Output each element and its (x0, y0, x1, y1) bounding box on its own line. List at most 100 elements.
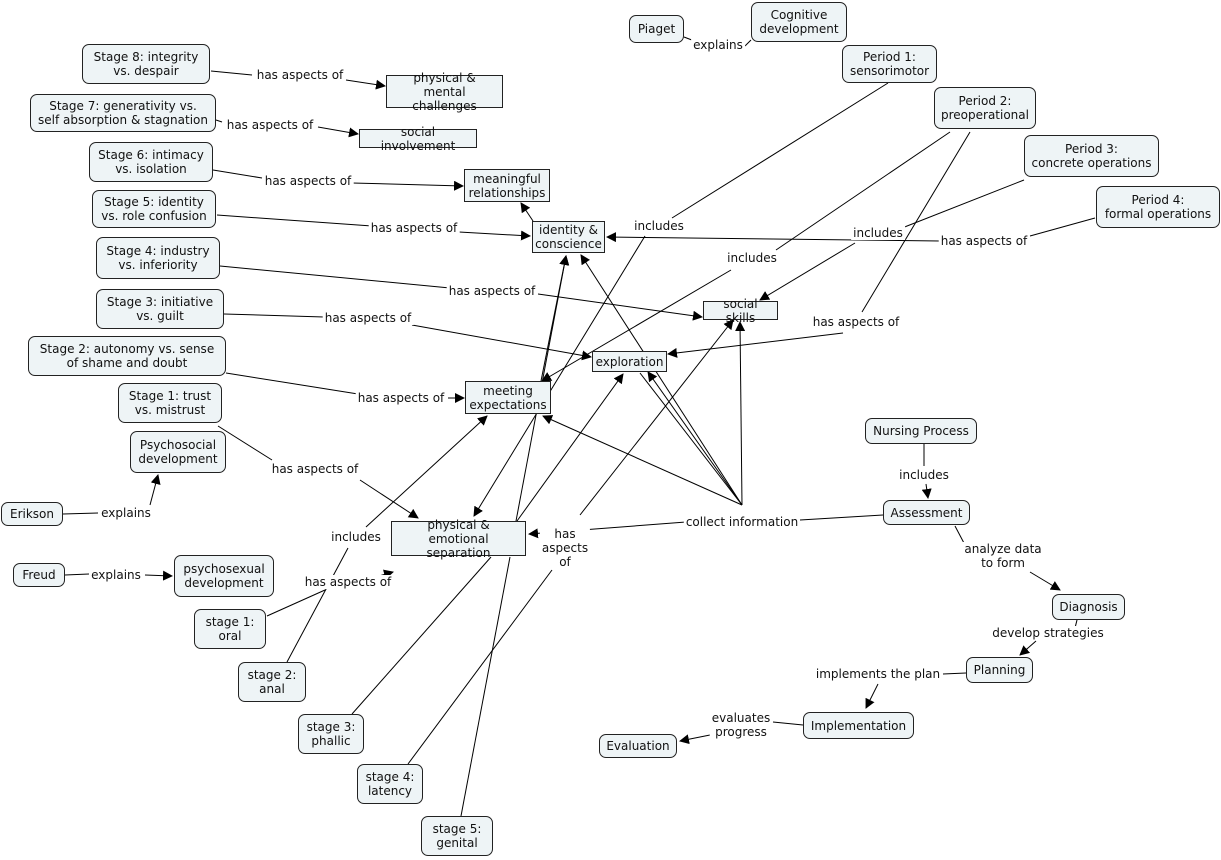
connection-arrow (317, 126, 359, 138)
concept-psychosexual[interactable]: psychosexual development (174, 555, 274, 597)
link-label-collect: collect information (683, 515, 801, 529)
concept-psychosocial[interactable]: Psychosocial development (130, 431, 226, 473)
connection-line (671, 82, 889, 219)
link-label-s7-has: has aspects of (224, 118, 316, 132)
link-label-p3-includes: includes (851, 226, 905, 240)
connection-arrow (473, 235, 646, 517)
connection-arrow (365, 415, 488, 528)
connection-arrow (345, 79, 386, 90)
link-label-so2-includes: includes (329, 530, 383, 544)
concept-diagnosis[interactable]: Diagnosis (1052, 594, 1125, 620)
concept-s7[interactable]: Stage 7: generativity vs. self absorptio… (30, 94, 216, 132)
connection-arrow (351, 180, 464, 191)
link-label-piaget-explains: explains (691, 38, 745, 52)
connection-arrow (1019, 640, 1037, 656)
concept-phys-emot[interactable]: physical & emotional separation (391, 518, 526, 560)
connection-arrow (579, 319, 734, 516)
connection-line (223, 313, 325, 318)
connection-arrow (537, 293, 703, 321)
connection-arrow (540, 255, 570, 382)
connection-line (954, 525, 966, 546)
connection-line (407, 569, 553, 765)
link-label-evaluates: evaluates progress (709, 711, 773, 739)
connection-arrow (606, 232, 941, 243)
link-label-develop: develop strategies (990, 626, 1106, 640)
concept-assessment[interactable]: Assessment (883, 500, 970, 525)
link-label-so4-has: has aspects of (539, 527, 591, 569)
connection-line (219, 265, 451, 289)
concept-social-inv[interactable]: social involvement (359, 125, 477, 153)
concept-meaningful[interactable]: meaningful relationships (464, 169, 550, 202)
concept-phys-mental[interactable]: physical & mental challenges (386, 71, 503, 113)
connection-arrow (667, 332, 844, 358)
link-label-analyze: analyze data to form (962, 542, 1044, 570)
link-label-s1-has: has aspects of (269, 462, 361, 476)
connection-line (772, 721, 804, 726)
concept-planning[interactable]: Planning (966, 657, 1033, 683)
link-label-s4-has: has aspects of (446, 284, 538, 298)
concept-s4[interactable]: Stage 4: industry vs. inferiority (96, 237, 220, 279)
connection-arrow (458, 230, 531, 241)
concept-s8[interactable]: Stage 8: integrity vs. despair (82, 44, 210, 84)
link-label-s6-has: has aspects of (262, 174, 354, 188)
link-label-p4-has: has aspects of (938, 234, 1030, 248)
concept-s1[interactable]: Stage 1: trust vs. mistrust (118, 383, 222, 423)
connection-line (901, 179, 1025, 229)
connection-line (1029, 217, 1096, 237)
connection-line (64, 573, 90, 576)
connection-arrow (647, 371, 743, 506)
concept-p3[interactable]: Period 3: concrete operations (1024, 135, 1159, 177)
connection-arrow (516, 373, 624, 522)
connection-arrow (580, 254, 743, 506)
concept-cognitive[interactable]: Cognitive development (751, 2, 847, 42)
concept-nursing[interactable]: Nursing Process (865, 418, 977, 444)
link-label-implements: implements the plan (813, 667, 943, 681)
link-label-erikson-explains: explains (99, 506, 153, 520)
concept-s5[interactable]: Stage 5: identity vs. role confusion (92, 190, 216, 228)
connection-arrow (1029, 571, 1061, 591)
concept-so3[interactable]: stage 3: phallic (298, 714, 364, 754)
link-label-s5-has: has aspects of (368, 221, 460, 235)
concept-p2[interactable]: Period 2: preoperational (934, 87, 1036, 129)
link-label-p2-has: has aspects of (810, 315, 902, 329)
connection-line (216, 214, 373, 227)
connection-arrow (520, 202, 534, 222)
connection-arrow (679, 734, 711, 745)
link-label-freud-explains: explains (89, 568, 143, 582)
connection-line (266, 589, 326, 617)
connection-line (217, 425, 273, 461)
concept-piaget[interactable]: Piaget (629, 15, 684, 43)
connection-arrow (411, 324, 592, 361)
concept-evaluation[interactable]: Evaluation (599, 734, 677, 758)
connection-line (62, 512, 99, 515)
connection-arrow (541, 269, 732, 382)
concept-s6[interactable]: Stage 6: intimacy vs. isolation (89, 142, 213, 182)
concept-erikson[interactable]: Erikson (1, 502, 63, 526)
concept-s2[interactable]: Stage 2: autonomy vs. sense of shame and… (28, 336, 226, 376)
connection-line (215, 119, 223, 123)
concept-p4[interactable]: Period 4: formal operations (1096, 186, 1220, 228)
connection-arrow (359, 479, 419, 519)
concept-so2[interactable]: stage 2: anal (238, 662, 306, 702)
connection-line (351, 556, 492, 715)
concept-implementation[interactable]: Implementation (803, 712, 914, 739)
concept-so4[interactable]: stage 4: latency (357, 764, 423, 804)
connection-arrow (921, 483, 932, 499)
connection-arrow (144, 570, 173, 581)
concept-exploration[interactable]: exploration (592, 351, 667, 372)
connection-line (744, 39, 752, 47)
connection-line (799, 514, 884, 521)
concept-so5[interactable]: stage 5: genital (421, 816, 493, 856)
concept-s3[interactable]: Stage 3: initiative vs. guilt (96, 289, 224, 329)
connection-arrow (865, 683, 879, 709)
concept-social-skills[interactable]: social skills (703, 297, 778, 325)
link-label-s3-has: has aspects of (322, 311, 414, 325)
concept-identity[interactable]: identity & conscience (532, 221, 605, 253)
connection-line (225, 372, 359, 395)
connection-line (460, 556, 511, 817)
concept-so1[interactable]: stage 1: oral (194, 609, 266, 649)
concept-p1[interactable]: Period 1: sensorimotor (842, 45, 937, 83)
concept-freud[interactable]: Freud (13, 563, 65, 587)
concept-meeting[interactable]: meeting expectations (465, 381, 551, 414)
